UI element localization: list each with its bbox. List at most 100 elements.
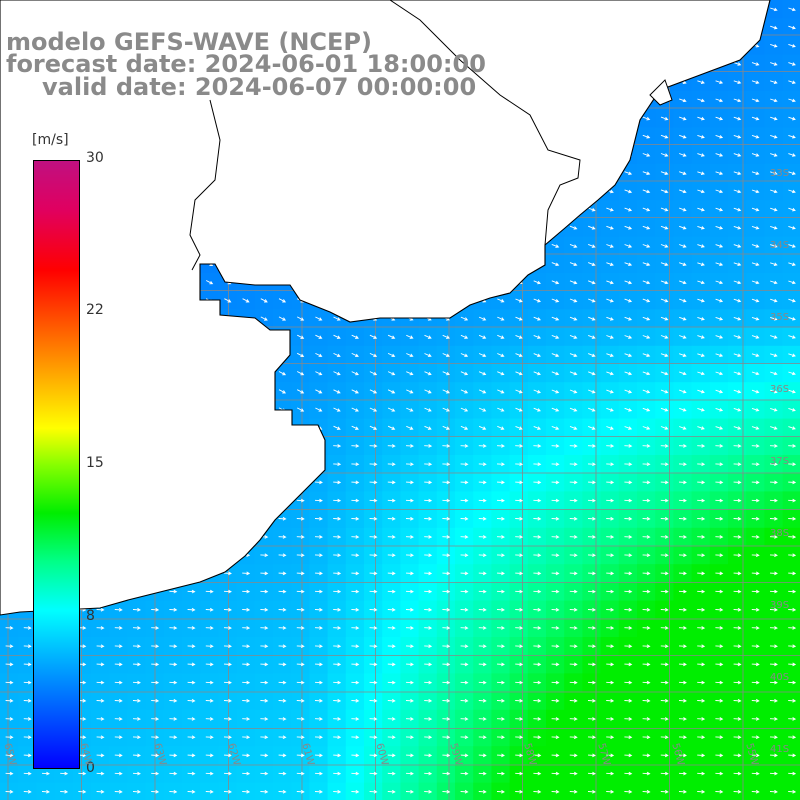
wind-arrow [642,316,651,321]
wind-arrow [533,280,541,285]
wind-arrow [551,280,560,285]
wind-arrow [569,262,578,267]
wind-arrow [660,407,669,412]
wind-arrow [751,262,760,266]
wind-arrow [733,371,742,376]
wind-arrow [697,134,705,139]
wind-arrow [660,244,669,248]
wind-arrow [751,389,760,394]
wind-arrow [679,262,687,266]
wind-arrow [733,153,742,157]
wind-arrow [751,280,760,285]
wind-arrow [551,371,560,376]
wind-arrow [424,334,432,339]
wind-arrow [751,62,760,66]
lat-label: 41S [770,744,790,755]
lat-label: 40S [770,672,790,683]
wind-arrow [497,298,505,303]
wind-arrow [606,262,614,267]
wind-arrow [788,389,796,394]
wind-arrow [387,425,396,430]
wind-arrow [569,225,578,230]
wind-arrow [733,262,742,266]
colorbar-tick-8: 8 [86,608,95,624]
wind-arrow [478,353,487,358]
wind-arrow [642,244,651,248]
wind-arrow [751,80,760,84]
wind-arrow [697,98,705,103]
wind-arrow [642,444,651,448]
wind-arrow [588,316,596,321]
wind-arrow [406,389,414,394]
wind-arrow [751,153,760,157]
wind-arrow [751,189,760,194]
lat-label: 38S [770,528,790,539]
wind-arrow [733,244,742,248]
wind-arrow [751,353,760,357]
wind-arrow [405,444,414,448]
wind-arrow [406,407,414,412]
wind-arrow [751,407,760,412]
wind-arrow [751,134,760,139]
wind-arrow [733,407,742,412]
wind-arrow [770,225,778,230]
wind-arrow [588,262,596,267]
wind-arrow [551,334,560,339]
wind-arrow [533,298,541,303]
wind-arrow [478,371,487,376]
wind-arrow [460,407,469,412]
wind-arrow [606,298,614,303]
wind-arrow [788,244,796,248]
wind-arrow [751,371,760,376]
wind-arrow [624,444,633,448]
wind-arrow [351,334,359,339]
wind-arrow [606,371,614,376]
wind-arrow [660,426,669,430]
wind-arrow [770,80,778,84]
wind-arrow [642,353,651,357]
wind-arrow [497,371,505,376]
wind-arrow [569,389,578,394]
wind-arrow [478,389,487,394]
wind-arrow [205,280,214,285]
wind-arrow [533,407,541,412]
wind-arrow [515,444,524,448]
wind-arrow [733,207,742,212]
wind-arrow [442,353,450,358]
wind-arrow [551,353,560,358]
wind-arrow [642,335,651,339]
wind-arrow [478,444,487,448]
wind-arrow [569,425,578,430]
wind-arrow [333,389,341,394]
wind-arrow [715,189,724,194]
wind-arrow [515,298,523,303]
wind-arrow [770,171,778,175]
wind-arrow [788,225,796,230]
wind-arrow [642,298,651,303]
wind-arrow [715,153,724,157]
wind-arrow [788,335,796,339]
wind-arrow [569,407,578,412]
wind-arrow [497,353,505,358]
wind-arrow [697,244,705,248]
wind-arrow [351,425,359,430]
wind-arrow [624,426,633,430]
wind-arrow [624,189,633,194]
wind-arrow [788,426,796,430]
wind-arrow [296,389,305,394]
wind-arrow [697,171,705,175]
wind-arrow [697,207,705,212]
wind-arrow [697,353,705,357]
wind-arrow [733,189,742,194]
wind-arrow [770,116,778,121]
colorbar-unit: [m/s] [30,132,71,148]
wind-arrow [660,116,669,121]
wind-arrow [679,244,687,248]
wind-arrow [751,116,760,121]
wind-arrow [715,298,724,303]
wind-arrow [770,316,778,321]
wind-arrow [624,171,633,176]
wind-arrow [660,207,669,212]
wind-arrow [606,316,614,321]
